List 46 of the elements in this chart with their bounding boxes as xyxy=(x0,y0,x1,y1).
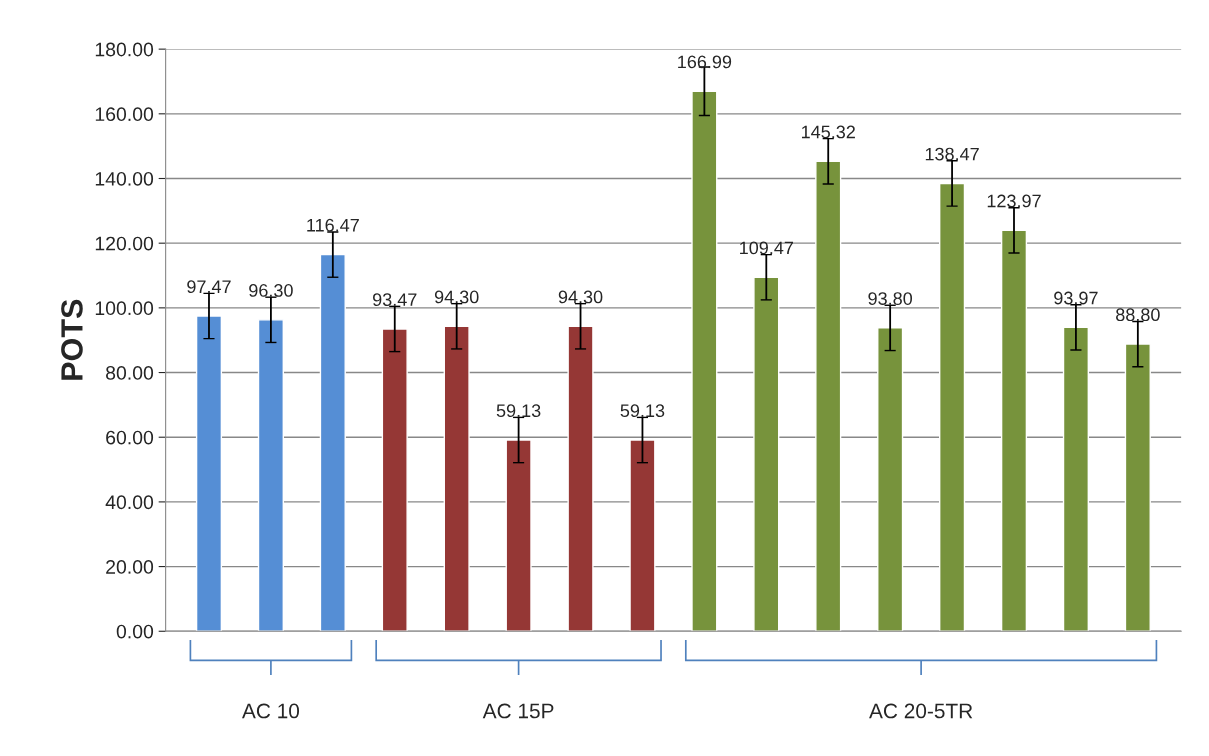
y-tick-label: 160.00 xyxy=(95,107,154,122)
bar xyxy=(1062,326,1090,632)
bar xyxy=(1124,343,1151,632)
bar xyxy=(938,182,966,632)
bar xyxy=(691,90,718,632)
data-label: 123.97 xyxy=(987,194,1041,208)
bar xyxy=(1000,229,1028,632)
y-axis-title: POTS xyxy=(61,299,83,380)
y-tick-label: 80.00 xyxy=(106,366,154,380)
data-label: 59.13 xyxy=(620,404,665,418)
data-label: 116.47 xyxy=(307,218,359,232)
data-label: 93.80 xyxy=(868,292,913,305)
data-label: 93.47 xyxy=(373,293,417,307)
bar xyxy=(505,439,532,632)
bar xyxy=(381,328,408,632)
data-label: 94.30 xyxy=(558,290,603,304)
y-tick-label: 60.00 xyxy=(106,430,154,445)
data-label: 94.30 xyxy=(434,290,479,304)
y-tick-label: 20.00 xyxy=(106,560,154,574)
data-label: 93.97 xyxy=(1054,291,1098,305)
bar xyxy=(815,160,842,632)
bar xyxy=(195,315,223,632)
y-tick-label: 180.00 xyxy=(95,42,154,57)
data-label: 109.47 xyxy=(740,241,794,255)
bar xyxy=(567,325,594,632)
y-tick-label: 140.00 xyxy=(95,171,154,186)
bar xyxy=(753,276,780,632)
text: AC 15P xyxy=(482,703,554,719)
data-label: 88.80 xyxy=(1116,308,1160,322)
y-tick-label: 40.00 xyxy=(105,495,154,510)
bar xyxy=(443,325,470,632)
text: AC 10 xyxy=(242,703,300,719)
y-tick-label: 0.00 xyxy=(116,624,154,639)
data-label: 97.47 xyxy=(187,280,231,294)
data-label: 166.99 xyxy=(678,55,732,69)
y-tick-label: 120.00 xyxy=(95,236,154,251)
bar xyxy=(257,319,284,632)
data-label: 145.32 xyxy=(801,125,855,139)
data-label: 59.13 xyxy=(496,404,541,418)
bar xyxy=(877,327,904,632)
text: AC 20-5TR xyxy=(869,703,973,719)
data-label: 96.30 xyxy=(249,284,293,297)
bar xyxy=(319,253,346,632)
bar xyxy=(629,439,656,632)
y-tick-label: 100.00 xyxy=(95,301,154,316)
data-label: 138.47 xyxy=(925,147,979,161)
